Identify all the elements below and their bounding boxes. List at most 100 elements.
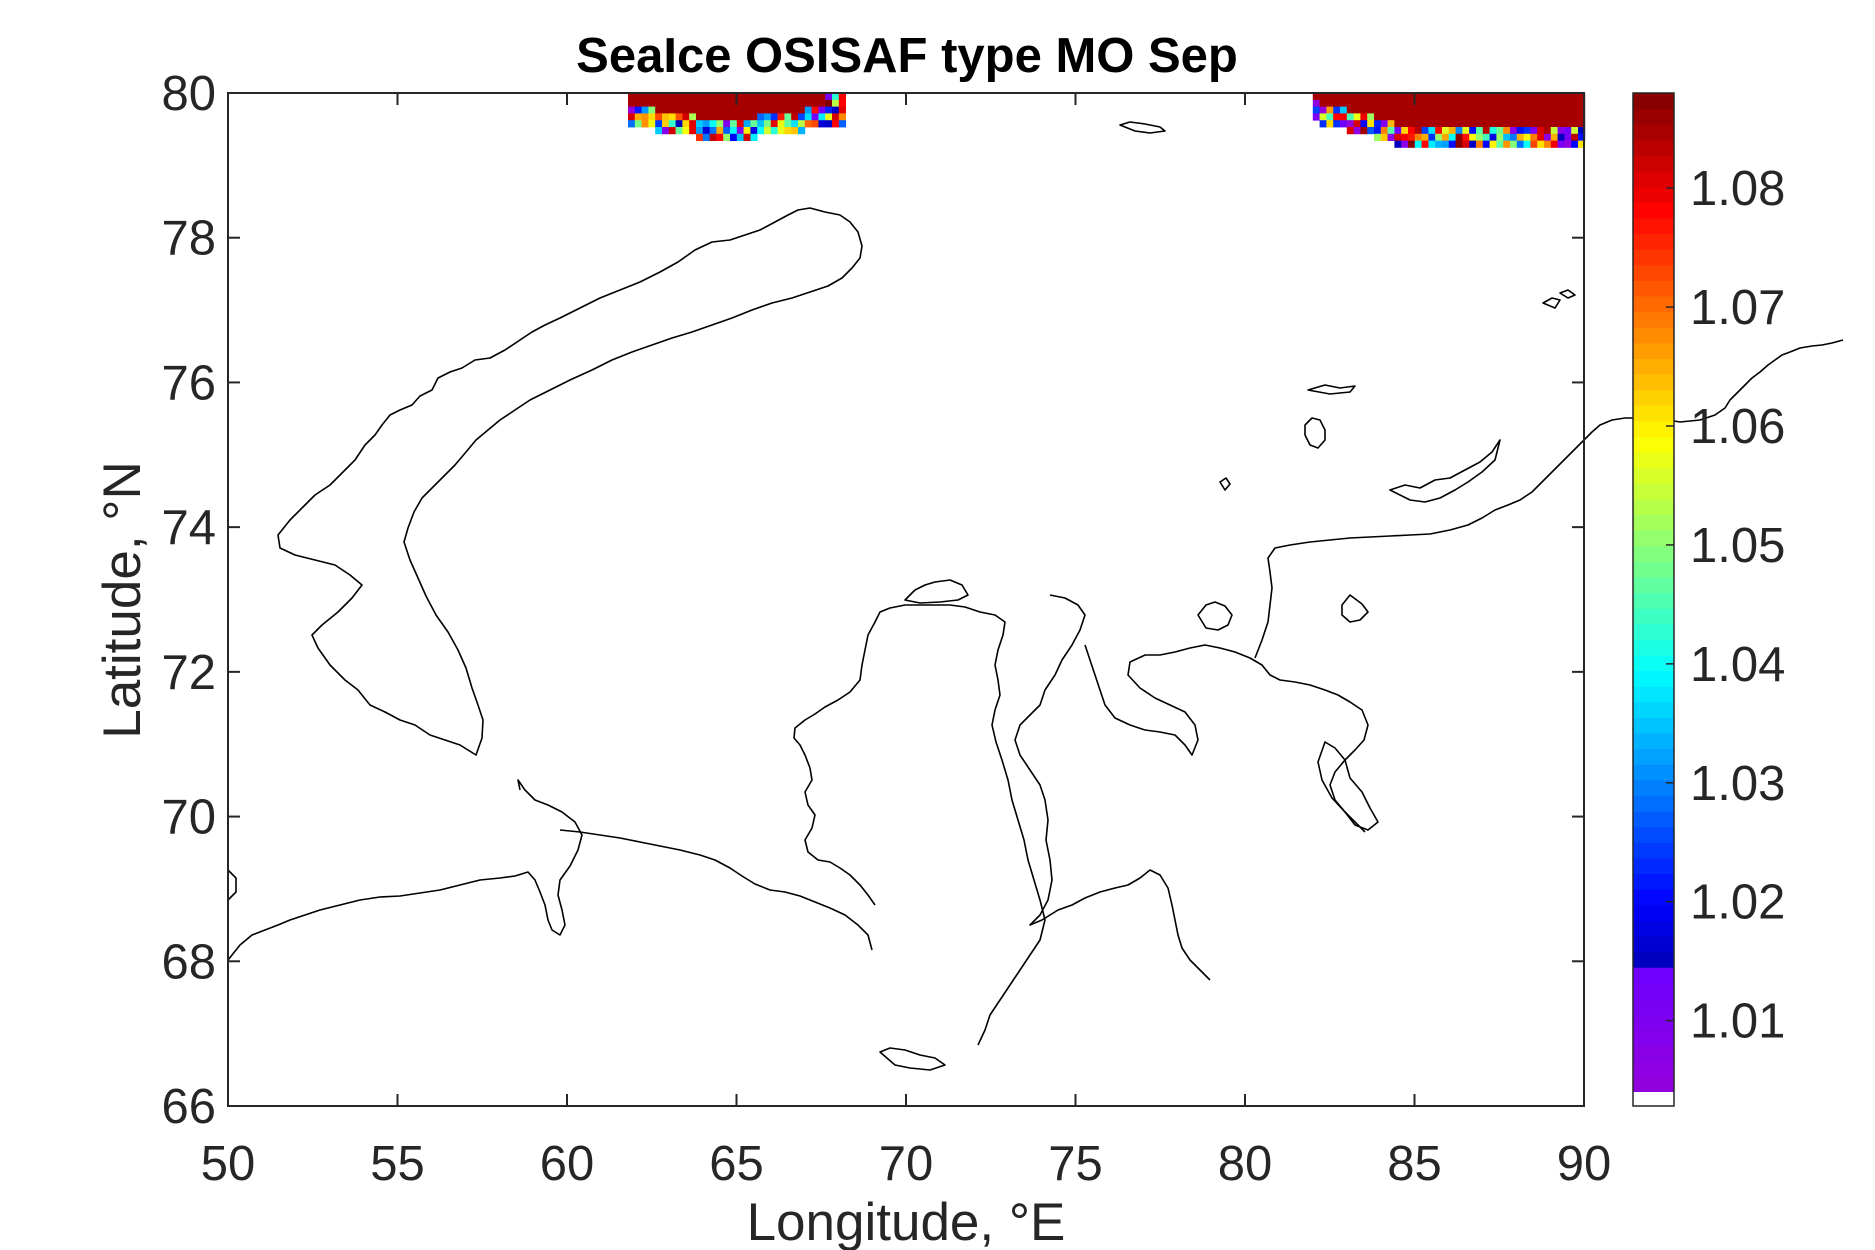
ice-cell	[1340, 93, 1348, 101]
ice-cell	[832, 120, 840, 128]
ice-cell	[1564, 93, 1572, 101]
ice-cell	[811, 99, 819, 107]
ice-cell	[675, 120, 683, 128]
ice-cell	[655, 113, 663, 121]
x-tick-label: 65	[709, 1137, 764, 1191]
ice-cell	[655, 120, 663, 128]
ice-cell	[1394, 133, 1402, 141]
colorbar-segment	[1633, 592, 1674, 609]
ice-cell	[723, 99, 731, 107]
ice-cell	[1394, 99, 1402, 107]
colorbar-segment	[1633, 124, 1674, 141]
ice-cell	[682, 106, 690, 114]
colorbar-segment	[1633, 1013, 1674, 1031]
ice-cell	[1523, 106, 1531, 114]
ice-cell	[804, 99, 812, 107]
colorbar-segment	[1633, 295, 1674, 313]
ice-cell	[1550, 127, 1558, 135]
colorbar-segment	[1633, 1045, 1674, 1062]
colorbar-tick-label: 1.04	[1690, 638, 1785, 692]
ice-cell	[682, 113, 690, 121]
ice-cell	[628, 99, 636, 107]
ice-cell	[1516, 140, 1524, 148]
colorbar-segment	[1633, 373, 1674, 391]
ice-cell	[1510, 99, 1518, 107]
ice-cell	[730, 93, 738, 101]
ice-cell	[1530, 113, 1538, 121]
ice-cell	[1503, 140, 1511, 148]
ice-cell	[634, 106, 642, 114]
ice-cell	[811, 120, 819, 128]
ice-cell	[804, 106, 812, 114]
ice-cell	[675, 106, 683, 114]
y-tick-label: 74	[161, 501, 216, 555]
ice-cell	[628, 113, 636, 121]
ice-cell	[1455, 127, 1463, 135]
ice-cell	[1333, 106, 1341, 114]
ice-cell	[757, 99, 765, 107]
ice-cell	[1401, 106, 1409, 114]
ice-cell	[641, 120, 649, 128]
ice-cell	[1523, 133, 1531, 141]
ice-cell	[689, 127, 697, 135]
ice-cell	[818, 113, 826, 121]
colorbar-tick-label: 1.05	[1690, 519, 1785, 573]
ice-cell	[1401, 127, 1409, 135]
ice-cell	[648, 99, 656, 107]
ice-cell	[1530, 93, 1538, 101]
colorbar-tick-label: 1.02	[1690, 876, 1785, 930]
ice-cell	[1489, 127, 1497, 135]
colorbar-frame	[1632, 92, 1675, 1107]
ice-cell	[1578, 127, 1586, 135]
ice-cell	[777, 99, 785, 107]
ice-cell	[1326, 106, 1334, 114]
ice-cell	[1319, 106, 1327, 114]
ice-cell	[1421, 127, 1429, 135]
ice-cell	[1367, 93, 1375, 101]
x-tick-label: 50	[201, 1137, 256, 1191]
ice-cell	[1469, 93, 1477, 101]
ice-cell	[1489, 140, 1497, 148]
y-tick-label: 78	[161, 212, 216, 266]
ice-cell	[1408, 93, 1416, 101]
ice-cell	[1448, 113, 1456, 121]
colorbar-segment	[1633, 202, 1674, 219]
ice-cell	[723, 106, 731, 114]
y-axis: 66 68 70 72 74 76 78 80	[161, 67, 1584, 1134]
ice-cell	[798, 93, 806, 101]
ice-cell	[1448, 120, 1456, 128]
ice-cell	[1564, 99, 1572, 107]
ice-cell	[1346, 99, 1354, 107]
ice-cell	[1387, 93, 1395, 101]
ice-cell	[1428, 113, 1436, 121]
ice-cell	[1319, 120, 1327, 128]
coastline-archipelago-east	[1389, 439, 1501, 503]
ice-cell	[730, 113, 738, 121]
ice-cell	[1537, 93, 1545, 101]
ice-cell	[723, 113, 731, 121]
ice-cell	[696, 106, 704, 114]
ice-cell	[1530, 99, 1538, 107]
colorbar-segment	[1633, 967, 1674, 984]
ice-cell	[1523, 120, 1531, 128]
ice-cell	[1408, 99, 1416, 107]
ice-cell	[777, 120, 785, 128]
ice-cell	[1428, 106, 1436, 114]
ice-cell	[1482, 140, 1490, 148]
colorbar-segment	[1633, 935, 1674, 953]
ice-cell	[750, 120, 758, 128]
ice-cell	[770, 93, 778, 101]
ice-cell	[1469, 106, 1477, 114]
ice-cell	[1537, 120, 1545, 128]
colorbar-tick-label: 1.06	[1690, 400, 1785, 454]
ice-cell	[1380, 127, 1388, 135]
ice-cell	[682, 99, 690, 107]
ice-cell	[1421, 113, 1429, 121]
ice-cell	[1516, 120, 1524, 128]
ice-cell	[1367, 120, 1375, 128]
y-tick-label: 80	[161, 67, 216, 121]
colorbar-segment	[1633, 327, 1674, 344]
ice-cell	[825, 120, 833, 128]
ice-cell	[641, 106, 649, 114]
ice-cell	[1544, 120, 1552, 128]
